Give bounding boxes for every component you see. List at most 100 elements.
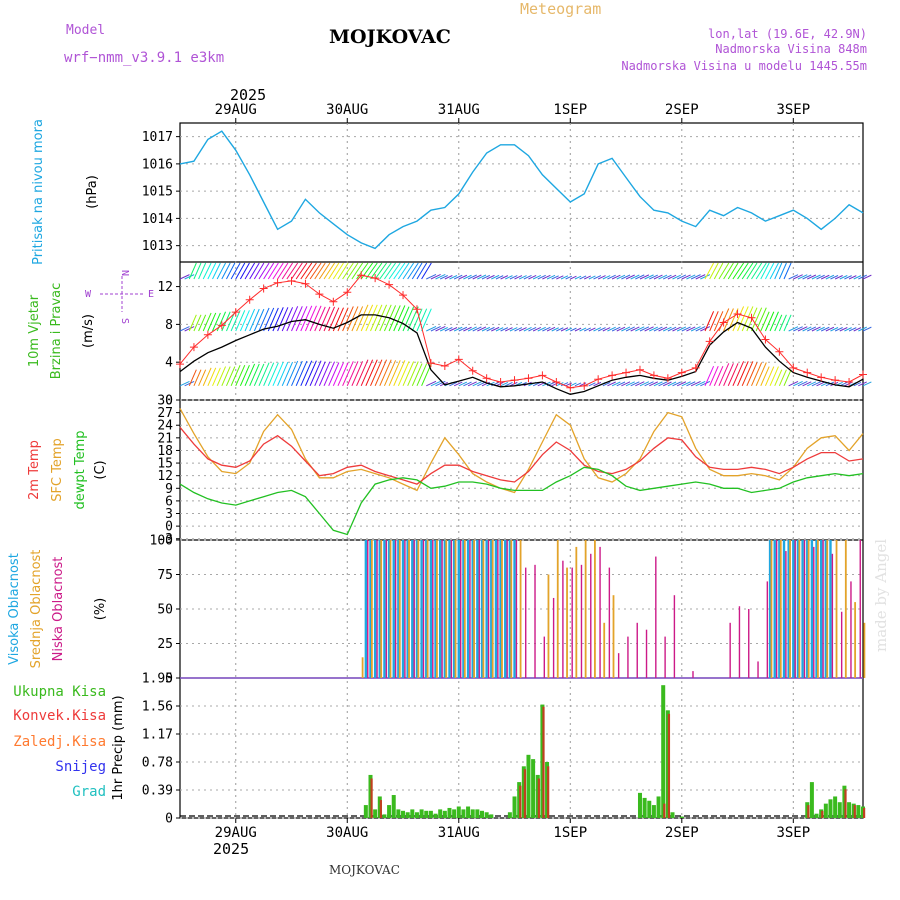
wind-barb [402, 361, 415, 387]
wind-barb [681, 381, 691, 387]
wind-barb [621, 381, 631, 387]
wind-barb [323, 361, 336, 387]
low-cloud-bar [803, 540, 806, 678]
total-precip-bar [847, 802, 852, 818]
wind-title2: Brzina i Pravac [49, 283, 64, 380]
mid-cloud-bar [501, 540, 503, 678]
wind-barb [653, 326, 663, 332]
temp-title: 2m Temp [27, 440, 42, 500]
wind-barb [304, 360, 317, 387]
wind-barb [379, 304, 392, 332]
wind-barb [416, 308, 428, 332]
wind-barb [188, 369, 197, 387]
wind-barb [337, 362, 349, 387]
wind-barb [565, 382, 573, 387]
wind-barb [848, 275, 857, 280]
x-tick-label-top: 1SEP [553, 102, 587, 118]
wind-barb [732, 306, 745, 332]
wind-barb [639, 326, 650, 332]
wind-barb [537, 326, 546, 332]
mid-cloud-bar [398, 540, 401, 678]
wind-barb [820, 326, 830, 332]
high-cloud-bar [819, 540, 823, 678]
wind-barb [388, 305, 401, 332]
wind-barb [304, 305, 317, 332]
low-cloud-bar [478, 540, 480, 678]
wind-barb [193, 369, 202, 387]
wind-barb [858, 274, 867, 280]
low-cloud-bar [487, 540, 490, 678]
wind-barb [309, 305, 322, 332]
high-cloud-bar [425, 540, 428, 678]
high-cloud-bar [406, 540, 409, 678]
high-cloud-bar [411, 540, 414, 678]
wind-barb [291, 360, 303, 387]
wind-barb [570, 382, 577, 387]
wind-barb [388, 262, 401, 280]
y-tick-label: 8 [165, 318, 173, 333]
high-cloud-bar [369, 540, 372, 678]
wind-barb [207, 262, 217, 280]
convective-precip-bar [853, 805, 856, 818]
wind-barb [546, 326, 556, 332]
wind-barb [202, 312, 212, 332]
gust-marker [580, 381, 589, 390]
wind-barb [579, 327, 587, 332]
wind-barb [346, 306, 359, 332]
gust-marker [496, 378, 505, 387]
wind-barb [760, 262, 770, 280]
wind-barb [509, 381, 518, 387]
mid-cloud-bar [566, 567, 568, 678]
wind-barb [337, 307, 349, 332]
wind-barb [649, 381, 658, 387]
gust-marker [538, 371, 547, 380]
wind-barb [644, 381, 654, 387]
wind-barb [198, 262, 207, 280]
gust-marker [287, 276, 296, 285]
wind-barb [397, 306, 410, 332]
wind-barb [862, 274, 872, 280]
meteogram-label: Meteogram [520, 0, 601, 18]
wind-barb [607, 326, 616, 332]
wind-barb [690, 326, 701, 332]
wind-barb [695, 326, 706, 332]
wind-barb [537, 274, 546, 280]
wind-barb [314, 262, 326, 280]
wind-barb [370, 262, 383, 280]
gust-marker [440, 361, 449, 370]
wind-barb [579, 382, 587, 387]
total-precip-bar [387, 805, 392, 818]
wind-barb [676, 326, 687, 332]
low-cloud-bar [515, 540, 518, 678]
mid-cloud-bar [798, 540, 801, 678]
total-precip-bar [837, 802, 842, 818]
total-precip-bar [461, 809, 466, 818]
elevation-label: Nadmorska Visina 848m [715, 42, 867, 56]
wind-barb [509, 327, 518, 332]
wind-barb [230, 262, 241, 280]
wind-barb [244, 308, 256, 332]
wind-barb [221, 366, 231, 387]
high-cloud-bar [466, 540, 470, 678]
precip-legend-label: Zaledj.Kisa [13, 734, 106, 750]
gust-marker [454, 355, 463, 364]
mid-cloud-bar [510, 540, 513, 678]
high-cloud-bar [778, 540, 781, 678]
gust-marker [705, 337, 714, 346]
y-tick-label: 0 [165, 672, 173, 687]
wind-barb [556, 327, 564, 332]
wind-barb [244, 363, 256, 387]
wind-barb [797, 274, 808, 280]
total-precip-bar [661, 685, 666, 818]
total-precip-bar [642, 797, 647, 818]
wind-barb [709, 311, 719, 332]
high-cloud-bar [494, 540, 498, 678]
wind-barb [286, 360, 299, 387]
mid-cloud-bar [417, 540, 420, 678]
wind-barb [551, 327, 559, 332]
wind-barb [588, 327, 596, 332]
wind-barb [314, 361, 326, 387]
y-tick-label: 1017 [142, 130, 173, 145]
wind-barb [481, 274, 491, 280]
y-tick-label: 1.56 [142, 700, 173, 715]
